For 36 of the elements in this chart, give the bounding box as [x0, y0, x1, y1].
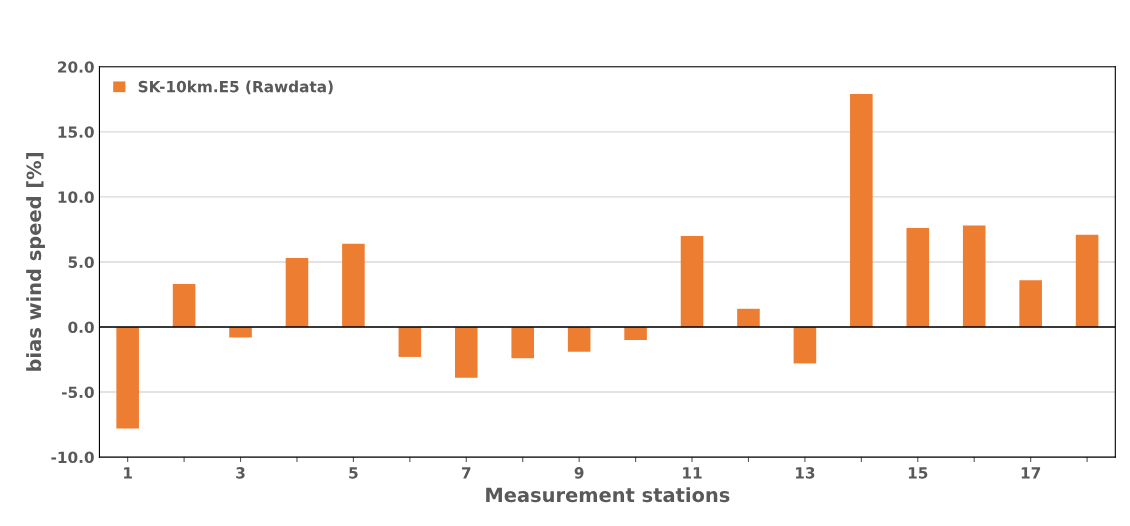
bar — [906, 228, 930, 327]
y-tick-label: 0.0 — [68, 321, 94, 334]
bar — [567, 327, 591, 352]
x-tick-label: 1 — [124, 467, 132, 479]
y-tick-label: -10.0 — [51, 451, 94, 464]
bar — [793, 327, 817, 364]
bar — [116, 327, 139, 429]
y-tick-label: -5.0 — [62, 386, 94, 399]
bar — [1075, 234, 1099, 327]
bar — [680, 235, 704, 327]
y-tick-label: 10.0 — [58, 191, 94, 203]
bar — [398, 327, 422, 357]
bar — [1019, 280, 1042, 327]
bar — [737, 308, 760, 327]
bar — [624, 327, 647, 341]
y-axis-title: bias wind speed [%] — [26, 153, 45, 371]
legend-label: SK-10km.E5 (Rawdata) — [138, 80, 333, 95]
y-tick-label: 5.0 — [68, 256, 94, 268]
x-tick-label: 13 — [796, 467, 815, 479]
x-tick-label: 5 — [349, 467, 358, 479]
bar — [285, 258, 309, 327]
x-tick-label: 11 — [683, 467, 702, 479]
x-tick-label: 3 — [236, 467, 245, 479]
bar — [454, 327, 478, 378]
y-tick-label: 15.0 — [58, 126, 94, 138]
y-tick-label: 20.0 — [58, 61, 94, 73]
x-tick-label: 15 — [908, 467, 928, 479]
bar — [511, 327, 535, 359]
bar — [342, 243, 365, 327]
x-axis-title: Measurement stations — [486, 487, 730, 503]
bar — [962, 225, 986, 327]
bar — [172, 284, 196, 327]
x-tick-label: 17 — [1021, 467, 1041, 479]
x-tick-label: 7 — [461, 467, 471, 479]
x-tick-label: 9 — [574, 467, 584, 479]
bar — [850, 94, 873, 327]
